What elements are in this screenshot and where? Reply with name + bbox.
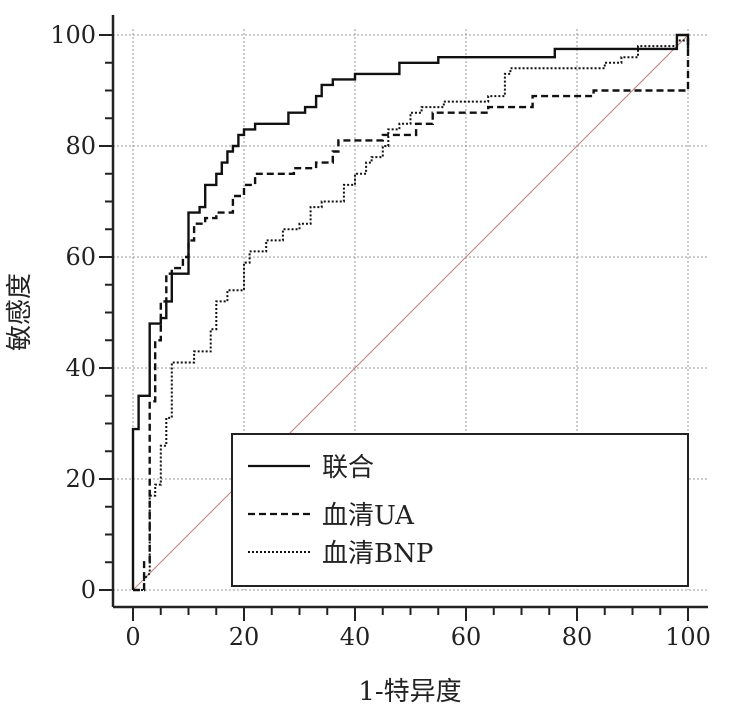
y-tick-label: 100 bbox=[50, 21, 96, 49]
legend: 联合 血清UA 血清BNP bbox=[231, 433, 689, 587]
x-axis-label: 1-特异度 bbox=[358, 677, 461, 707]
legend-box bbox=[231, 433, 689, 587]
legend-label-combined: 联合 bbox=[322, 453, 374, 483]
legend-label-bnp: 血清BNP bbox=[322, 539, 433, 569]
y-tick-label: 40 bbox=[65, 354, 96, 382]
series-group bbox=[131, 33, 690, 592]
roc-curve-solid bbox=[131, 33, 690, 590]
x-tick-label: 20 bbox=[229, 623, 260, 651]
x-tick-label: 60 bbox=[451, 623, 482, 651]
legend-label-ua: 血清UA bbox=[322, 501, 415, 531]
reference-line bbox=[132, 34, 689, 591]
roc-curve-dashed bbox=[133, 35, 690, 592]
x-tick-label: 40 bbox=[340, 623, 371, 651]
y-tick-label: 80 bbox=[65, 132, 96, 160]
y-axis-label: 敏感度 bbox=[5, 273, 35, 351]
roc-curve-dotted bbox=[133, 39, 688, 591]
x-tick-label: 80 bbox=[562, 623, 593, 651]
y-tick-label: 20 bbox=[65, 465, 96, 493]
x-tick-label: 0 bbox=[125, 623, 140, 651]
y-tick-label: 0 bbox=[81, 576, 96, 604]
y-tick-label: 60 bbox=[65, 243, 96, 271]
axes: 0 20 40 60 80 100 0 20 40 60 80 100 bbox=[50, 15, 711, 651]
x-tick-label: 100 bbox=[665, 623, 711, 651]
